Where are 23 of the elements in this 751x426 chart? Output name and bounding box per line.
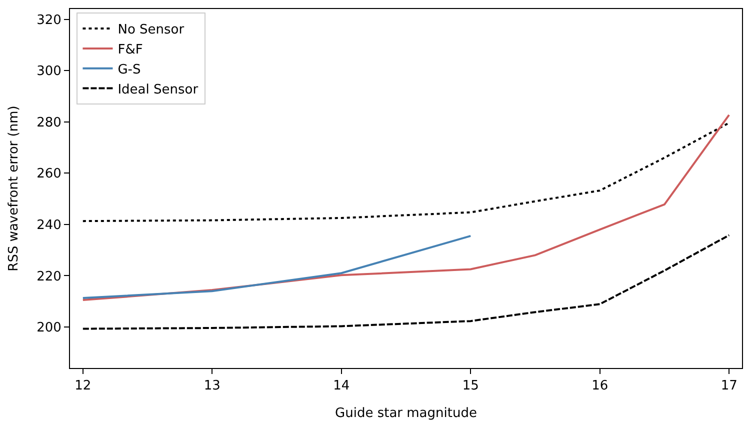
x-tick-label: 12 [74, 378, 92, 394]
x-tick-label: 16 [592, 378, 608, 394]
x-tick-label: 13 [204, 378, 220, 394]
y-tick-label: 280 [36, 115, 62, 130]
legend-label: G-S [118, 62, 141, 78]
line-series [82, 114, 730, 302]
x-tick-label: 14 [333, 378, 350, 394]
line-series [82, 234, 472, 299]
y-tick-label: 260 [36, 166, 62, 182]
legend-label: No Sensor [118, 22, 185, 38]
legend-label: F&F [118, 42, 143, 58]
y-axis-title: RSS wavefront error (nm) [6, 106, 22, 272]
x-axis-title: Guide star magnitude [335, 406, 477, 422]
x-tick-label: 15 [462, 378, 479, 394]
x-tick-label: 17 [720, 378, 738, 394]
y-tick-label: 320 [36, 12, 62, 28]
y-tick-label: 220 [36, 269, 62, 284]
line-series [82, 234, 730, 330]
legend-label: Ideal Sensor [118, 82, 199, 98]
y-tick-label: 300 [36, 64, 62, 80]
line-series [82, 122, 730, 222]
y-tick-label: 240 [36, 218, 62, 233]
y-tick-label: 200 [36, 320, 62, 336]
